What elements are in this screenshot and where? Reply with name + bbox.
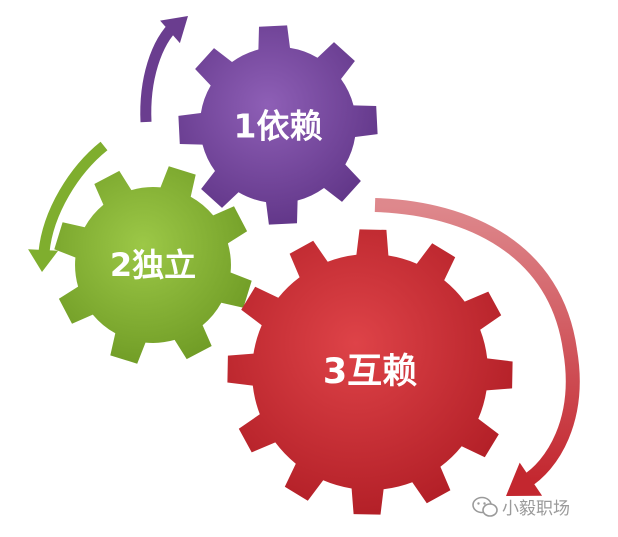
gear-purple: 1依赖 (178, 25, 378, 225)
gear-purple-label: 1依赖 (234, 107, 323, 146)
red-arrow (374, 198, 580, 496)
gear-red-label: 3互赖 (323, 352, 417, 392)
watermark: 小毅职场 (472, 496, 570, 519)
gear-green-label: 2独立 (110, 246, 196, 284)
green-arrow (28, 141, 108, 272)
purple-arrow (140, 16, 188, 123)
gear-green: 2独立 (54, 166, 252, 364)
wechat-bubble-icon (472, 496, 498, 517)
gear-red: 3互赖 (227, 229, 513, 515)
watermark-text: 小毅职场 (502, 499, 570, 519)
